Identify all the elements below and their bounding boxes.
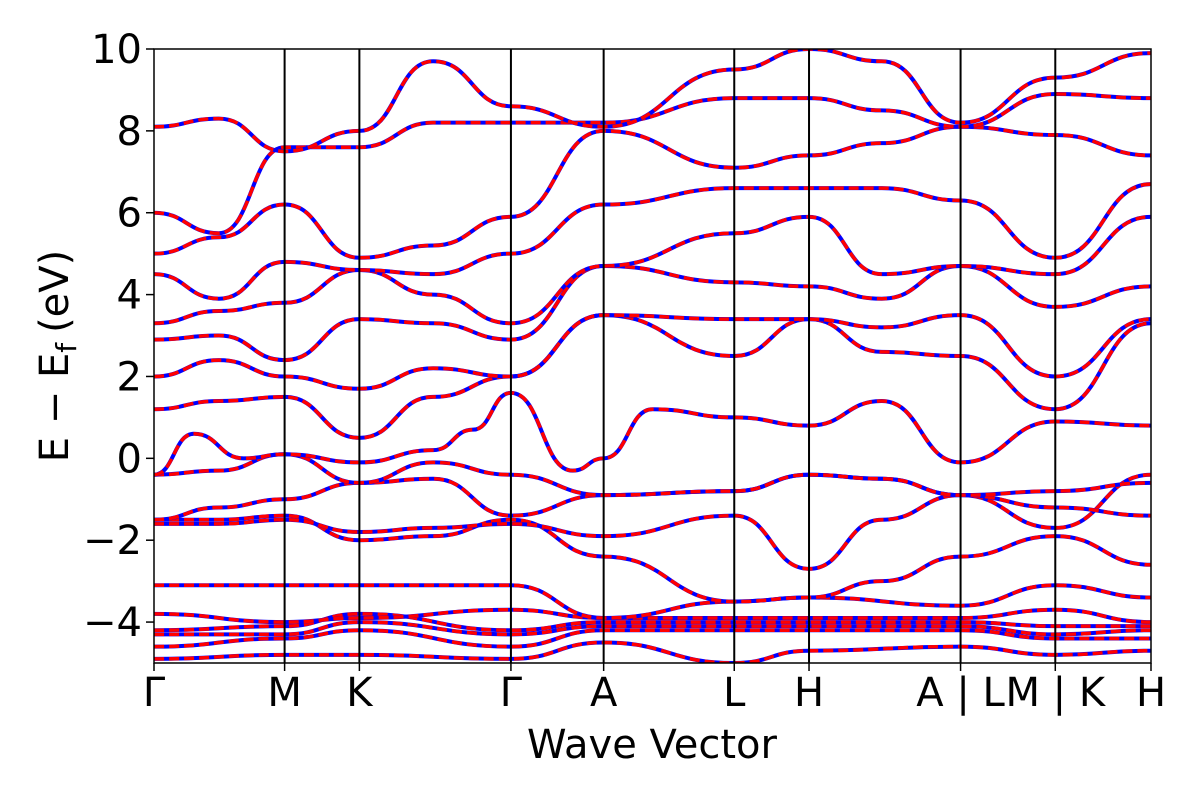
y-axis-label-subscript: f — [50, 342, 83, 353]
x-tick-label: M | K — [1005, 670, 1106, 716]
band-18-blue — [154, 49, 1151, 154]
band-13-red — [154, 264, 1151, 362]
y-tick-label: 8 — [117, 109, 142, 155]
x-tick-label: Γ — [143, 670, 166, 716]
x-tick-label: L — [723, 670, 746, 716]
band-7-blue — [154, 472, 1151, 571]
x-axis-label: Wave Vector — [527, 722, 778, 768]
band-lines — [154, 49, 1151, 663]
band-17-red — [154, 92, 1151, 235]
band-9-red — [154, 452, 1151, 497]
band-15-red — [154, 182, 1151, 301]
band-4-red — [154, 608, 1151, 624]
plot-frame — [153, 48, 1152, 664]
band-14-red — [154, 215, 1151, 326]
band-5-red — [154, 583, 1151, 620]
y-tick-label: 10 — [91, 27, 142, 73]
band-10-blue — [154, 390, 1151, 477]
y-tick-label: −4 — [83, 600, 142, 646]
x-tick-label: H — [1136, 670, 1166, 716]
band-11-red — [154, 313, 1151, 440]
band-12-red — [154, 313, 1151, 391]
y-tick-label: 6 — [117, 191, 142, 237]
y-tick-label: 4 — [117, 273, 142, 319]
band-18-red — [154, 49, 1151, 154]
band-9-blue — [154, 452, 1151, 498]
band-10-red — [154, 391, 1151, 477]
y-axis-label: E − Ef (eV) — [32, 250, 83, 463]
y-axis-label-main: E − E — [32, 353, 78, 463]
band-8-red — [154, 472, 1151, 522]
y-axis-ticks: −4 −2 0 2 4 6 8 10 — [83, 27, 154, 646]
y-axis-label-unit: (eV) — [32, 250, 78, 333]
band-0-blue — [154, 640, 1151, 663]
x-tick-label: A — [590, 670, 618, 716]
band-1-red — [154, 628, 1151, 649]
high-symmetry-lines — [283, 49, 1057, 663]
band-6-blue — [154, 513, 1151, 604]
y-tick-label: 0 — [117, 436, 142, 482]
y-tick-label: 2 — [117, 354, 142, 400]
x-tick-label: H — [794, 670, 824, 716]
x-tick-label: M — [267, 670, 302, 716]
x-tick-label: Γ — [500, 670, 523, 716]
x-tick-label: A | L — [916, 670, 1005, 716]
band-0-red — [154, 640, 1151, 663]
y-tick-label: −2 — [83, 518, 142, 564]
band-6-red — [154, 513, 1151, 604]
x-tick-label: K — [346, 670, 374, 716]
band-2-red — [154, 620, 1151, 637]
